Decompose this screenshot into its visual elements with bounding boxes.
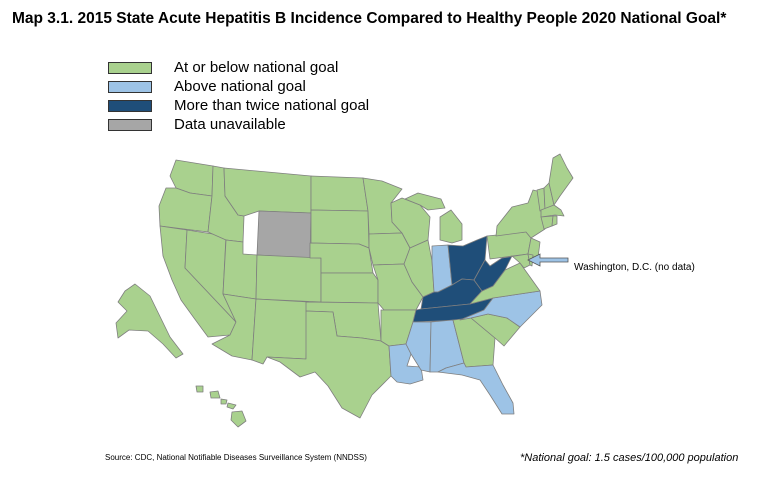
legend-swatch-green [108, 61, 152, 74]
state-kansas [320, 272, 379, 304]
state-colorado [255, 254, 322, 303]
source-note: Source: CDC, National Notifiable Disease… [105, 453, 367, 462]
state-maine [548, 153, 574, 206]
dc-arrow [527, 253, 569, 267]
state-hawaii-1 [195, 385, 204, 393]
state-hawaii-5 [230, 410, 247, 428]
legend-item-at-or-below: At or below national goal [108, 58, 369, 77]
legend-item-unavailable: Data unavailable [108, 115, 369, 134]
state-hawaii-3 [220, 398, 228, 405]
state-montana [223, 167, 312, 217]
state-north-dakota [310, 175, 369, 212]
state-wyoming [256, 210, 312, 259]
legend-label: Data unavailable [174, 116, 286, 133]
state-oregon [158, 187, 213, 233]
state-texas [266, 310, 392, 419]
legend: At or below national goal Above national… [108, 58, 369, 134]
state-michigan-up [404, 192, 446, 211]
legend-label: At or below national goal [174, 59, 339, 76]
state-florida [437, 362, 515, 415]
legend-label: More than twice national goal [174, 97, 370, 114]
legend-item-above: Above national goal [108, 77, 369, 96]
state-iowa [368, 232, 411, 266]
footnote: *National goal: 1.5 cases/100,000 popula… [520, 452, 739, 464]
legend-swatch-dark-blue [108, 99, 152, 112]
state-rhode-island [551, 215, 558, 227]
state-hawaii-2 [209, 390, 221, 399]
map-title: Map 3.1. 2015 State Acute Hepatitis B In… [12, 10, 727, 27]
state-alaska [115, 283, 184, 359]
state-north-carolina [459, 290, 543, 328]
legend-swatch-light-blue [108, 80, 152, 93]
legend-item-more-than-twice: More than twice national goal [108, 96, 369, 115]
legend-swatch-gray [108, 118, 152, 131]
state-hawaii-4 [226, 402, 237, 410]
legend-label: Above national goal [174, 78, 306, 95]
state-new-mexico [251, 298, 310, 365]
state-south-dakota [310, 209, 370, 249]
state-utah [222, 239, 258, 300]
state-michigan [439, 209, 463, 244]
dc-label: Washington, D.C. (no data) [574, 262, 695, 273]
